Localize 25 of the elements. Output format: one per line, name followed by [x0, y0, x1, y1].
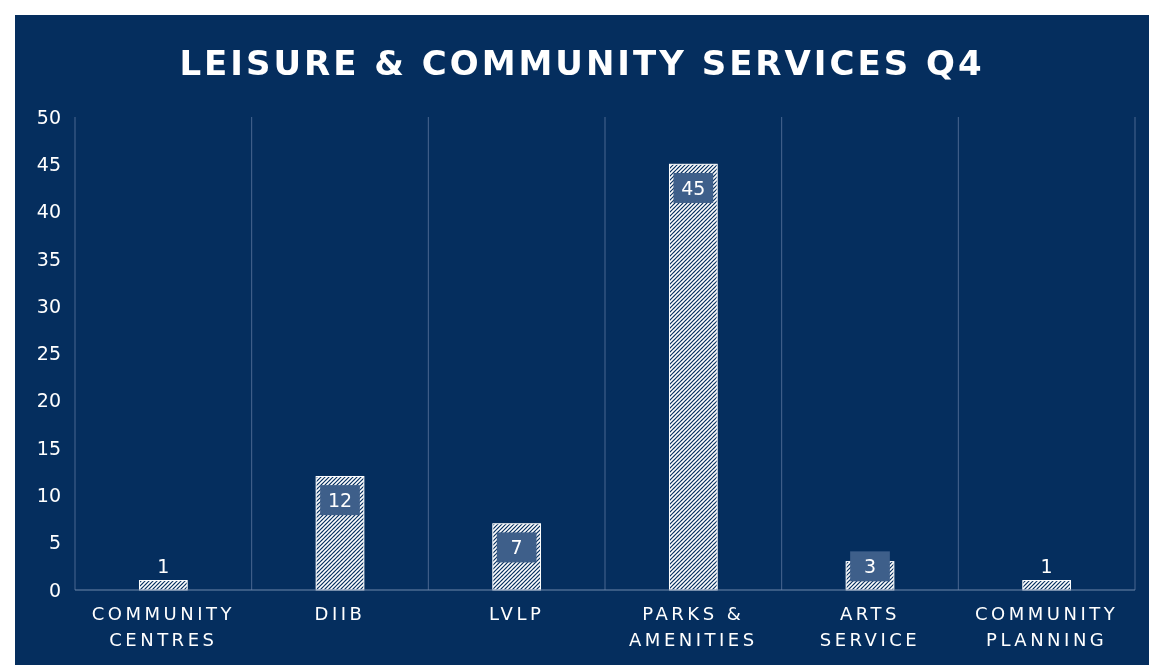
data-label: 45	[681, 176, 706, 199]
y-tick-label: 45	[36, 152, 61, 175]
x-tick-label: COMMUNITY PLANNING	[975, 603, 1119, 650]
x-tick-label: DIIB	[314, 603, 366, 624]
data-label: 1	[1040, 555, 1053, 577]
y-tick-label: 15	[36, 436, 61, 459]
x-tick-label: COMMUNITY CENTRES	[91, 603, 235, 650]
x-tick-label: ARTS SERVICE	[819, 603, 921, 650]
data-label: 7	[510, 536, 523, 559]
y-tick-label: 5	[48, 531, 61, 554]
data-label: 1	[157, 555, 170, 577]
x-tick-label: LVLP	[489, 603, 545, 624]
data-label: 12	[327, 488, 353, 511]
y-tick-label: 20	[36, 389, 61, 412]
y-tick-label: 35	[36, 247, 61, 270]
y-tick-label: 50	[36, 105, 61, 128]
y-tick-label: 40	[36, 200, 61, 223]
y-tick-label: 0	[48, 578, 61, 601]
y-tick-label: 30	[36, 294, 61, 317]
x-tick-label: PARKS & AMENITIES	[629, 603, 758, 650]
y-tick-label: 10	[36, 484, 61, 507]
data-label: 3	[863, 555, 877, 577]
chart-title: LEISURE & COMMUNITY SERVICES Q4	[179, 43, 985, 83]
y-tick-label: 25	[36, 342, 61, 365]
bar	[668, 163, 718, 591]
